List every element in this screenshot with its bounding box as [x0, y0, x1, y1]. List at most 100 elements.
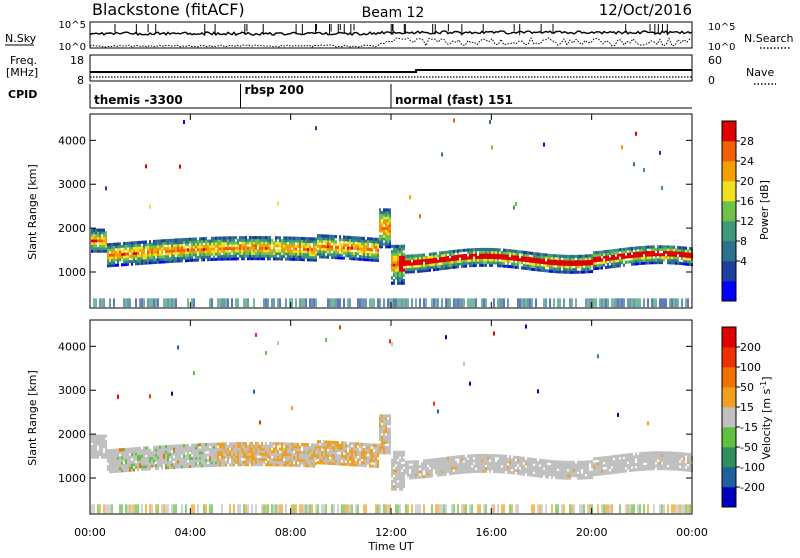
power-cell — [463, 254, 465, 257]
power-clutter — [343, 298, 345, 307]
power-cell — [275, 236, 277, 239]
power-clutter — [295, 298, 297, 307]
power-cell — [615, 257, 617, 260]
velocity-cell — [559, 461, 561, 464]
power-cell — [529, 252, 531, 255]
power-cell — [619, 259, 621, 262]
velocity-cell — [247, 445, 249, 448]
power-clutter — [223, 298, 225, 307]
velocity-cell — [351, 442, 353, 445]
power-clutter — [357, 298, 359, 307]
nave-label: Nave — [746, 66, 774, 79]
power-cell — [301, 237, 303, 240]
power-cell — [619, 254, 621, 257]
power-clutter — [399, 298, 401, 307]
velocity-cell — [621, 454, 623, 457]
power-cell — [441, 251, 443, 254]
power-cell — [285, 257, 287, 260]
velocity-cell — [219, 458, 221, 461]
velocity-cell — [297, 443, 299, 446]
power-cell — [193, 259, 195, 262]
power-clutter — [557, 298, 559, 307]
velocity-clutter — [193, 504, 195, 513]
velocity-cell — [545, 459, 547, 462]
velocity-cell — [509, 455, 511, 458]
velocity-cell — [401, 451, 403, 454]
velocity-clutter — [237, 504, 239, 513]
power-cell — [165, 247, 167, 250]
y-tick-label: 2000 — [58, 222, 86, 235]
velocity-cell — [145, 446, 147, 449]
power-clutter — [595, 298, 597, 307]
power-cell — [643, 246, 645, 249]
velocity-clutter — [647, 504, 649, 513]
velocity-cell — [227, 445, 229, 448]
power-cell — [99, 229, 101, 232]
velocity-cell — [497, 460, 499, 463]
power-cell — [683, 260, 685, 263]
power-cell — [499, 248, 501, 251]
velocity-cell — [243, 461, 245, 464]
power-cell — [505, 249, 507, 252]
power-cell — [507, 249, 509, 252]
power-clutter — [619, 298, 621, 307]
velocity-cell — [655, 451, 657, 454]
velocity-cell — [357, 458, 359, 461]
power-cell — [231, 255, 233, 258]
velocity-cell — [165, 445, 167, 448]
power-cell — [279, 249, 281, 252]
colorbar-swatch — [722, 241, 736, 261]
velocity-cell — [105, 440, 107, 443]
velocity-scatter — [339, 325, 341, 329]
power-cell — [221, 236, 223, 239]
power-clutter — [627, 298, 629, 307]
velocity-cell — [625, 454, 627, 457]
velocity-cell — [363, 443, 365, 446]
power-clutter — [143, 298, 145, 307]
power-cell — [109, 243, 111, 246]
velocity-cell — [323, 440, 325, 443]
power-cell — [315, 237, 317, 240]
power-clutter — [209, 298, 211, 307]
power-cell — [121, 263, 123, 266]
velocity-cell — [635, 463, 637, 466]
power-cell — [547, 254, 549, 257]
power-cell — [183, 238, 185, 241]
power-cell — [481, 248, 483, 251]
power-cell — [95, 229, 97, 232]
velocity-clutter — [161, 504, 163, 513]
velocity-clutter — [301, 504, 303, 513]
velocity-clutter — [457, 504, 459, 513]
power-cell — [415, 267, 417, 270]
power-clutter — [651, 298, 653, 307]
velocity-cell — [419, 465, 421, 468]
velocity-cell — [321, 451, 323, 454]
velocity-cell — [373, 444, 375, 447]
velocity-cell — [627, 453, 629, 456]
power-cell — [631, 255, 633, 258]
noise-panel: N.Sky 10^5 10^0 10^5 10^0 N.Search — [5, 20, 794, 53]
power-cell — [455, 255, 457, 258]
velocity-cell — [245, 442, 247, 445]
power-clutter — [253, 298, 255, 307]
power-scatter — [661, 186, 663, 190]
velocity-cell — [145, 457, 147, 460]
velocity-cell — [501, 468, 503, 471]
power-cell — [565, 255, 567, 258]
velocity-cell — [617, 455, 619, 458]
velocity-cell — [533, 466, 535, 469]
power-cell — [665, 256, 667, 259]
velocity-cell — [639, 452, 641, 455]
velocity-clutter — [93, 504, 95, 513]
power-cell — [599, 251, 601, 254]
power-cell — [665, 245, 667, 248]
power-cell — [409, 255, 411, 258]
velocity-cell — [487, 454, 489, 457]
power-cell — [165, 239, 167, 242]
velocity-scatter — [525, 325, 527, 329]
velocity-clutter — [205, 504, 207, 513]
power-clutter — [493, 298, 495, 307]
velocity-clutter — [611, 504, 613, 513]
power-cell — [121, 245, 123, 248]
power-cell — [575, 260, 577, 263]
